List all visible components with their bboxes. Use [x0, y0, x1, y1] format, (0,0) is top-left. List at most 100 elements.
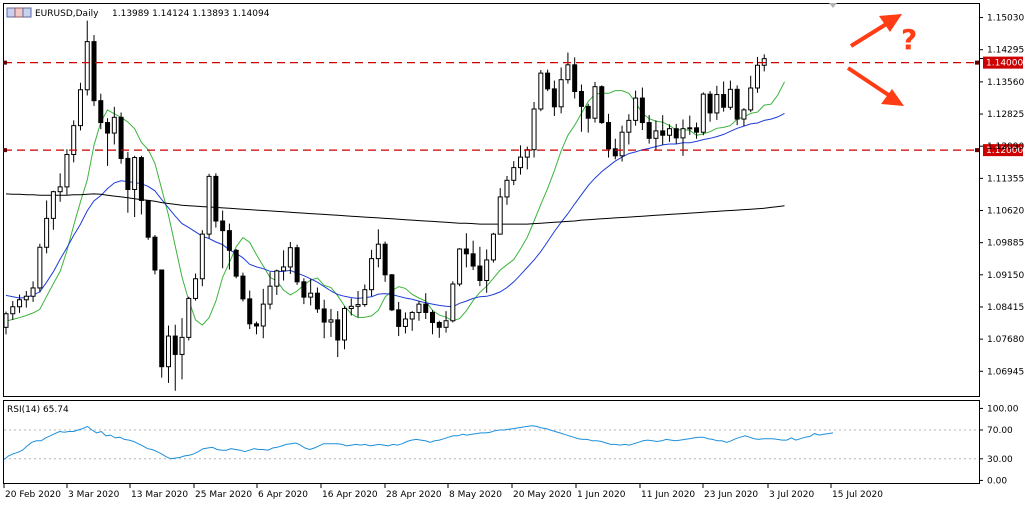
bear-candle-body [382, 243, 388, 276]
candle [423, 293, 429, 319]
y-tick-label: 1.15030 [987, 14, 1024, 24]
bear-candle-body [396, 309, 402, 327]
candle [457, 248, 463, 287]
candle [646, 115, 652, 144]
bull-candle-body [206, 175, 212, 235]
bull-candle-body [111, 116, 117, 134]
bear-candle-body [585, 105, 591, 119]
bull-candle-body [355, 304, 361, 307]
bear-candle-body [606, 122, 612, 150]
bear-candle-body [436, 322, 442, 328]
candle [538, 70, 544, 112]
bull-candle-body [524, 149, 530, 158]
rsi-y-tick-label: 30.00 [987, 455, 1013, 465]
bull-candle-body [50, 191, 56, 219]
candle [91, 35, 97, 106]
bear-candle-body [430, 311, 436, 323]
candle [396, 301, 402, 337]
candle [281, 250, 287, 281]
candle [253, 321, 259, 335]
x-tick-label: 25 Mar 2020 [195, 490, 252, 500]
bear-candle-body [477, 265, 483, 281]
candle [226, 223, 232, 270]
candle [132, 155, 138, 218]
y-tick-label: 1.12090 [987, 142, 1024, 152]
candle [10, 301, 16, 320]
candle [348, 298, 354, 316]
candle [206, 173, 212, 239]
y-tick-label: 1.06945 [987, 367, 1024, 377]
bear-candle-body [321, 308, 327, 323]
bear-candle-body [233, 249, 239, 277]
bull-candle-body [409, 311, 415, 320]
bull-candle-body [23, 295, 29, 301]
chart-shift-marker[interactable] [829, 3, 837, 8]
candle [409, 311, 415, 331]
y-tick-label: 1.09150 [987, 271, 1024, 281]
candle [694, 122, 700, 139]
candle [748, 75, 754, 113]
candle [578, 84, 584, 132]
candle [98, 93, 104, 130]
candle [612, 138, 618, 160]
candle [30, 281, 36, 302]
bear-candle-body [660, 130, 666, 136]
candle [599, 85, 605, 124]
candle [714, 85, 720, 120]
bear-candle-body [138, 157, 144, 201]
level-anchor [3, 148, 7, 153]
ohlc-values: 1.13989 1.14124 1.13893 1.14094 [112, 9, 270, 19]
bull-candle-body [416, 303, 422, 313]
bear-candle-body [673, 128, 679, 139]
bull-candle-body [490, 233, 496, 261]
candle [37, 243, 43, 293]
bear-candle-body [226, 230, 232, 251]
bull-candle-body [77, 89, 83, 127]
bull-candle-body [531, 108, 537, 151]
bull-candle-body [71, 125, 77, 155]
candle [572, 57, 578, 99]
bull-candle-body [274, 270, 280, 287]
candle [57, 173, 63, 202]
x-tick-label: 3 Jul 2020 [769, 490, 814, 500]
bear-candle-body [301, 281, 307, 298]
candle [165, 325, 171, 383]
candle [633, 90, 639, 126]
candle [71, 120, 77, 163]
candle [558, 67, 564, 114]
bull-candle-body [666, 128, 672, 136]
symbol-icon [6, 7, 32, 18]
rsi-y-tick-label: 70.00 [987, 426, 1013, 436]
bull-candle-body [17, 299, 23, 308]
bear-candle-body [646, 122, 652, 139]
bear-candle-body [240, 275, 246, 300]
candle [152, 235, 158, 275]
candle [639, 87, 645, 130]
bear-candle-body [551, 88, 557, 108]
bull-candle-body [199, 233, 205, 280]
candle [585, 103, 591, 133]
candle [531, 102, 537, 158]
candle [84, 20, 90, 96]
bull-candle-body [538, 72, 544, 110]
bull-candle-body [443, 320, 449, 328]
symbol-label: EURUSD,Daily [35, 9, 99, 19]
candle [700, 92, 706, 136]
bull-candle-body [633, 97, 639, 121]
main-chart-frame [3, 3, 980, 397]
candle [23, 291, 29, 308]
bull-candle-body [402, 318, 408, 327]
bear-candle-body [423, 303, 429, 313]
level-price-tag [983, 56, 1023, 69]
bear-candle-body [98, 100, 104, 124]
x-tick-label: 13 Mar 2020 [131, 490, 188, 500]
bear-candle-body [463, 248, 469, 255]
candle [741, 108, 747, 127]
candle [497, 188, 503, 235]
rsi-line [3, 425, 834, 460]
bull-candle-body [700, 93, 706, 133]
bull-candle-body [761, 58, 767, 66]
bear-candle-body [335, 319, 341, 341]
candle [463, 233, 469, 268]
